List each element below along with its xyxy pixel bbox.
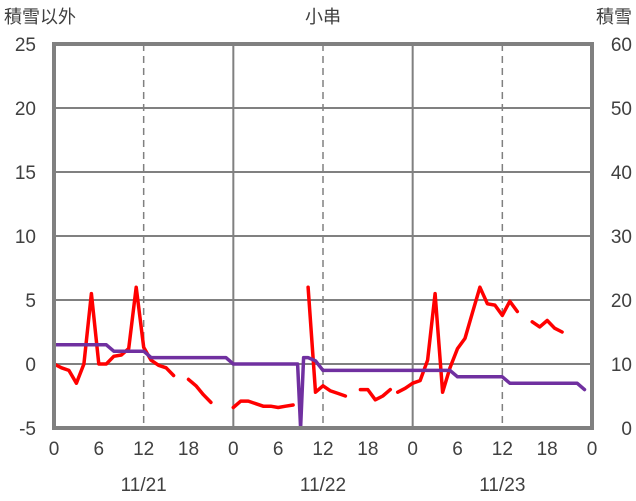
left-y-tick-label: 5: [25, 291, 36, 312]
x-tick-label: 6: [273, 439, 284, 460]
left-y-tick-label: 20: [15, 99, 36, 120]
temperature-line: [52, 285, 564, 410]
left-y-tick-label: 10: [15, 227, 36, 248]
x-tick-label: 18: [357, 439, 378, 460]
right-y-tick-label: 40: [611, 163, 632, 184]
x-tick-label: 12: [492, 439, 513, 460]
left-y-tick-label: -5: [19, 419, 36, 440]
x-tick-label: 18: [537, 439, 558, 460]
x-tick-label: 0: [587, 439, 598, 460]
right-axis-title: 積雪: [596, 7, 632, 28]
left-y-tick-label: 0: [25, 355, 36, 376]
x-tick-label: 12: [312, 439, 333, 460]
date-label: 11/23: [479, 475, 525, 496]
chart-title: 小串: [305, 7, 341, 28]
left-y-tick-label: 25: [15, 35, 36, 56]
right-y-tick-label: 50: [611, 99, 632, 120]
series-layer: [52, 285, 587, 430]
x-tick-label: 6: [94, 439, 105, 460]
right-y-tick-label: 60: [611, 35, 632, 56]
x-tick-label: 0: [228, 439, 239, 460]
date-label: 11/22: [300, 475, 346, 496]
x-tick-label: 0: [49, 439, 60, 460]
x-tick-label: 12: [133, 439, 154, 460]
right-y-tick-label: 10: [611, 355, 632, 376]
x-tick-label: 18: [178, 439, 199, 460]
plot-frame: [52, 42, 594, 430]
left-axis-title: 積雪以外: [4, 7, 76, 28]
x-tick-label: 6: [452, 439, 463, 460]
right-y-tick-label: 0: [621, 419, 632, 440]
right-y-tick-label: 20: [611, 291, 632, 312]
snow-depth-line: [52, 343, 587, 430]
gridlines: [54, 44, 592, 428]
right-y-tick-label: 30: [611, 227, 632, 248]
date-label: 11/21: [121, 475, 167, 496]
x-tick-label: 0: [407, 439, 418, 460]
left-y-tick-label: 15: [15, 163, 36, 184]
